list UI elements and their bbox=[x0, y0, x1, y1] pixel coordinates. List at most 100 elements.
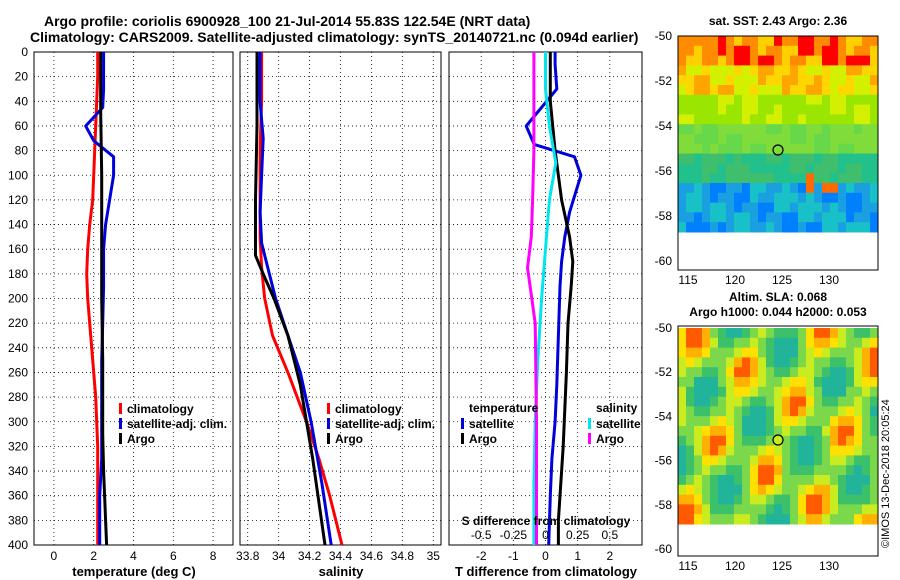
sla-cell bbox=[694, 435, 703, 447]
sla-cell bbox=[798, 367, 807, 378]
sla-cell bbox=[814, 514, 823, 525]
sla-cell bbox=[838, 445, 847, 456]
sla-cell bbox=[814, 347, 823, 358]
sla-cell bbox=[782, 475, 791, 486]
sst-cell bbox=[814, 183, 823, 194]
sla-cell bbox=[774, 504, 783, 515]
lat-tick-label: -60 bbox=[655, 254, 673, 268]
sla-cell bbox=[758, 426, 767, 437]
sst-cell bbox=[854, 173, 863, 184]
sla-cell bbox=[686, 465, 695, 476]
s-tick-label: -0.5 bbox=[471, 528, 492, 542]
sst-cell bbox=[694, 173, 703, 184]
sla-cell bbox=[694, 416, 703, 427]
sst-cell bbox=[702, 36, 711, 47]
sst-cell bbox=[862, 75, 871, 86]
s-tick-label: 0 bbox=[542, 528, 549, 542]
sla-cell bbox=[678, 347, 687, 358]
sla-cell bbox=[774, 328, 783, 339]
lon-tick-label: 120 bbox=[725, 273, 745, 287]
sst-cell bbox=[766, 222, 775, 233]
sst-cell bbox=[790, 45, 799, 57]
sla-cell bbox=[782, 504, 791, 515]
sst-cell bbox=[838, 36, 847, 47]
sst-cell bbox=[774, 192, 783, 204]
sla-cell bbox=[686, 367, 695, 378]
sst-cell bbox=[798, 36, 807, 47]
sla-cell bbox=[710, 514, 719, 525]
sst-cell bbox=[798, 183, 807, 194]
sst-cell bbox=[774, 65, 783, 76]
sla-cell bbox=[726, 484, 735, 496]
sst-cell bbox=[814, 85, 823, 96]
sla-cell bbox=[710, 367, 719, 378]
sla-cell bbox=[798, 386, 807, 398]
sst-cell bbox=[806, 75, 815, 86]
sla-cell bbox=[734, 475, 743, 486]
sla-map-title-2: Argo h1000: 0.044 h2000: 0.053 bbox=[689, 305, 867, 319]
sla-cell bbox=[838, 347, 847, 358]
x-tick-label: 8 bbox=[210, 549, 217, 563]
sst-cell bbox=[814, 104, 823, 115]
sst-cell bbox=[782, 202, 791, 213]
sst-cell bbox=[798, 45, 807, 57]
sst-cell bbox=[710, 163, 719, 174]
sst-cell bbox=[686, 94, 695, 106]
sla-cell bbox=[694, 504, 703, 515]
sla-cell bbox=[686, 386, 695, 398]
sla-cell bbox=[846, 455, 855, 466]
sla-cell bbox=[846, 377, 855, 388]
sla-cell bbox=[790, 416, 799, 427]
sst-cell bbox=[822, 94, 831, 106]
sla-cell bbox=[854, 426, 863, 437]
sla-cell bbox=[694, 475, 703, 486]
sla-cell bbox=[774, 416, 783, 427]
sla-cell bbox=[838, 337, 847, 349]
sla-cell bbox=[798, 435, 807, 447]
sla-cell bbox=[734, 347, 743, 358]
sla-cell bbox=[862, 337, 871, 349]
legend-swatch-climatology bbox=[119, 403, 122, 414]
sst-cell bbox=[702, 94, 711, 106]
sla-cell bbox=[766, 465, 775, 476]
salinity-axis-label: salinity bbox=[319, 564, 365, 579]
sst-cell bbox=[814, 222, 823, 233]
sla-cell bbox=[854, 484, 863, 496]
sst-cell bbox=[702, 65, 711, 76]
sla-cell bbox=[846, 504, 855, 515]
sst-cell bbox=[774, 212, 783, 223]
sla-cell bbox=[726, 357, 735, 368]
sst-cell bbox=[718, 65, 727, 76]
sst-cell bbox=[806, 114, 815, 125]
sst-cell bbox=[710, 75, 719, 86]
sla-cell bbox=[782, 465, 791, 476]
sst-cell bbox=[742, 75, 751, 86]
sla-cell bbox=[790, 396, 799, 407]
x-tick-label: 34.8 bbox=[391, 549, 415, 563]
sla-cell bbox=[694, 445, 703, 456]
sst-cell bbox=[686, 212, 695, 223]
sst-cell bbox=[694, 183, 703, 194]
sla-cell bbox=[766, 426, 775, 437]
sst-cell bbox=[806, 124, 815, 135]
sst-cell bbox=[750, 45, 759, 57]
sla-cell bbox=[822, 445, 831, 456]
depth-tick-label: 180 bbox=[8, 267, 28, 281]
sst-cell bbox=[694, 114, 703, 125]
sla-cell bbox=[742, 445, 751, 456]
legend-swatch-satellite bbox=[119, 418, 122, 429]
sla-cell bbox=[830, 504, 839, 515]
sst-cell bbox=[838, 94, 847, 106]
sst-cell bbox=[846, 202, 855, 213]
sla-cell bbox=[846, 494, 855, 505]
legend-label-climatology: climatology bbox=[335, 402, 402, 416]
sla-cell bbox=[686, 435, 695, 447]
sla-cell bbox=[742, 347, 751, 358]
sla-cell bbox=[854, 377, 863, 388]
sla-cell bbox=[678, 406, 687, 417]
sla-cell bbox=[686, 357, 695, 368]
sst-cell bbox=[846, 36, 855, 47]
sst-cell bbox=[678, 153, 687, 164]
sla-cell bbox=[718, 357, 727, 368]
sst-cell bbox=[694, 94, 703, 106]
